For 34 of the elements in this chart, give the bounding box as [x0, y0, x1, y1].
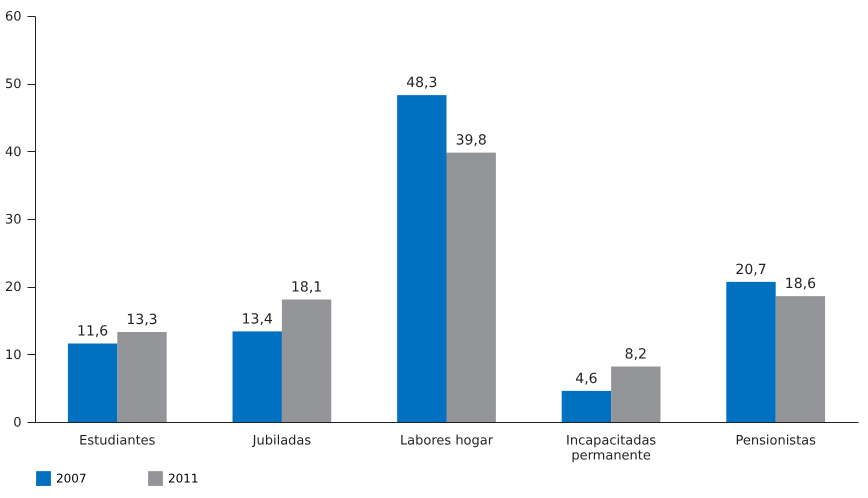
bar	[562, 390, 612, 422]
y-tick-label: 50	[4, 77, 22, 92]
data-label: 18,6	[784, 276, 816, 292]
bar	[611, 366, 660, 422]
data-label: 48,3	[406, 75, 438, 92]
y-tick-label: 10	[4, 348, 22, 363]
data-label: 39,8	[456, 132, 487, 149]
x-tick-label: Pensionistas	[735, 434, 816, 448]
x-tick-label: Jubiladas	[252, 434, 312, 448]
data-label: 13,4	[242, 311, 273, 328]
data-label: 11,6	[77, 324, 108, 340]
bar	[68, 344, 118, 422]
x-tick-label: Labores hogar	[400, 434, 494, 448]
bar	[232, 331, 282, 422]
data-label: 13,3	[126, 312, 158, 328]
x-tick-label: Estudiantes	[79, 434, 156, 448]
bar	[397, 95, 446, 422]
legend-label: 2011	[168, 472, 199, 486]
x-tick-label: Incapacitadas permanente	[566, 434, 656, 464]
bar	[446, 152, 496, 422]
data-label: 18,1	[291, 280, 322, 296]
bar	[726, 282, 776, 422]
y-tick-label: 40	[4, 144, 22, 160]
legend-label: 2007	[56, 472, 87, 486]
bar	[282, 300, 332, 422]
data-label: 20,7	[735, 262, 767, 278]
y-tick-label: 30	[4, 212, 22, 228]
y-tick-label: 20	[4, 280, 22, 296]
y-tick-label: 0	[13, 416, 22, 430]
bar	[776, 296, 826, 422]
data-label: 8,2	[624, 346, 647, 363]
bar	[117, 332, 167, 422]
data-label: 4,6	[575, 370, 598, 387]
y-tick-label: 60	[4, 10, 22, 24]
